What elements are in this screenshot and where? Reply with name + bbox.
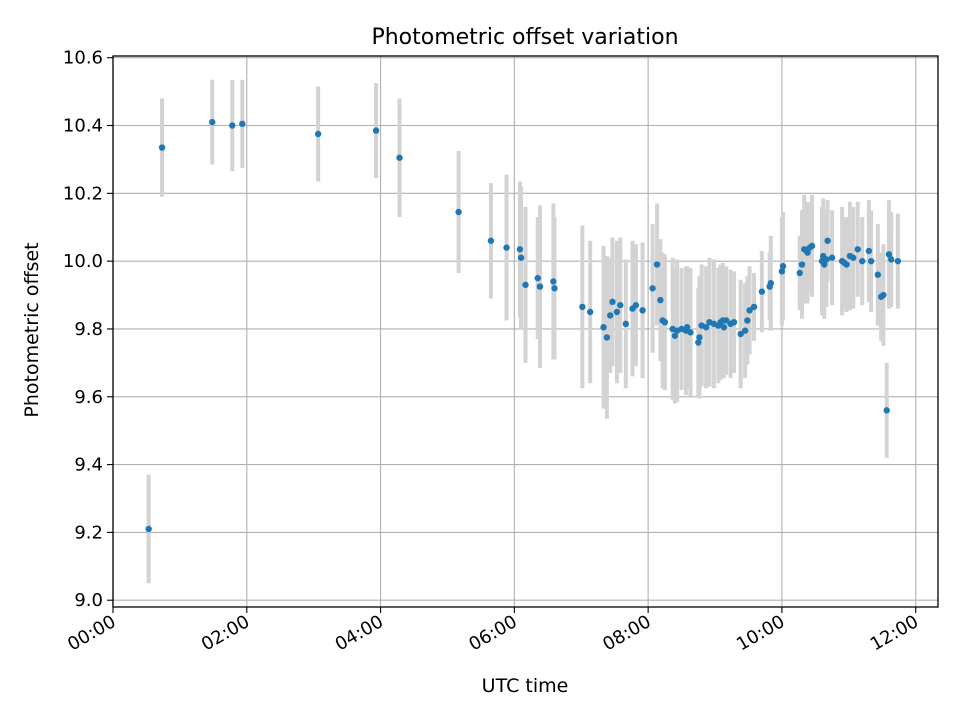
data-point xyxy=(823,256,830,263)
data-point xyxy=(744,317,751,324)
data-point xyxy=(767,279,774,287)
y-tick-label: 9.0 xyxy=(74,590,103,611)
y-tick-label: 9.8 xyxy=(74,319,103,340)
y-tick-label: 9.2 xyxy=(74,522,103,543)
data-point xyxy=(854,246,861,253)
data-point xyxy=(778,268,786,275)
data-point xyxy=(804,249,811,256)
data-point xyxy=(758,288,766,295)
data-point xyxy=(858,257,866,265)
data-point xyxy=(551,285,558,292)
data-point xyxy=(661,318,669,326)
y-tick-label: 9.4 xyxy=(74,455,103,476)
data-point xyxy=(517,254,525,261)
data-point xyxy=(746,307,753,314)
data-point xyxy=(885,251,893,258)
data-point xyxy=(209,118,216,126)
data-point xyxy=(683,324,691,331)
y-tick-label: 10.0 xyxy=(63,251,103,272)
data-point xyxy=(887,256,895,263)
data-point xyxy=(229,122,236,129)
data-point xyxy=(824,237,831,244)
data-point xyxy=(657,296,664,304)
y-tick-label: 10.2 xyxy=(63,183,103,204)
x-axis-label: UTC time xyxy=(482,675,569,697)
data-point xyxy=(850,254,857,261)
data-point xyxy=(534,274,541,282)
data-point xyxy=(639,307,646,314)
data-point xyxy=(867,257,875,265)
data-point xyxy=(843,261,850,268)
data-point xyxy=(874,271,881,278)
data-point xyxy=(696,334,703,341)
data-point xyxy=(828,254,836,261)
data-point xyxy=(720,324,728,331)
plot-frame xyxy=(112,55,939,608)
data-point xyxy=(894,257,902,265)
data-point xyxy=(536,283,544,290)
data-point xyxy=(609,298,616,306)
data-point xyxy=(396,154,403,161)
data-point xyxy=(579,303,586,311)
data-point xyxy=(314,130,322,138)
y-axis-ticks: 9.0 9.2 9.4 9.6 9.8 10.0 10.2 10.4 10.6 xyxy=(63,48,113,611)
data-point xyxy=(653,261,661,268)
data-point xyxy=(779,263,787,270)
data-point xyxy=(516,246,524,253)
data-point xyxy=(455,208,462,216)
data-point xyxy=(617,302,624,309)
data-point xyxy=(487,237,495,244)
y-tick-label: 10.6 xyxy=(63,48,103,69)
data-point xyxy=(649,285,656,292)
data-point xyxy=(883,407,890,414)
data-point xyxy=(865,247,873,255)
data-point xyxy=(239,120,246,128)
y-tick-label: 10.4 xyxy=(63,116,103,137)
data-point xyxy=(603,334,611,341)
y-axis-label: Photometric offset xyxy=(21,242,43,417)
data-point xyxy=(158,144,166,151)
data-point xyxy=(702,324,710,331)
data-point xyxy=(550,278,557,285)
data-point xyxy=(671,332,679,339)
data-point xyxy=(503,244,510,251)
data-point xyxy=(722,317,730,324)
data-point xyxy=(880,291,887,299)
data-point xyxy=(613,308,621,316)
y-tick-label: 9.6 xyxy=(74,387,103,408)
data-point xyxy=(808,242,816,250)
data-point xyxy=(798,261,806,268)
data-point xyxy=(372,127,380,134)
data-point xyxy=(730,318,738,326)
data-point xyxy=(741,327,749,334)
data-point xyxy=(600,324,607,331)
data-point xyxy=(145,525,152,533)
data-point xyxy=(687,329,694,336)
data-points xyxy=(145,118,902,533)
data-point xyxy=(796,269,803,277)
data-point xyxy=(586,308,594,316)
data-point xyxy=(750,303,758,311)
data-point xyxy=(522,281,529,289)
data-point xyxy=(821,261,828,268)
data-point xyxy=(622,320,630,328)
data-point xyxy=(695,339,702,346)
data-point xyxy=(632,302,640,309)
chart-title: Photometric offset variation xyxy=(371,25,678,50)
data-point xyxy=(607,312,614,319)
data-point xyxy=(737,330,744,338)
